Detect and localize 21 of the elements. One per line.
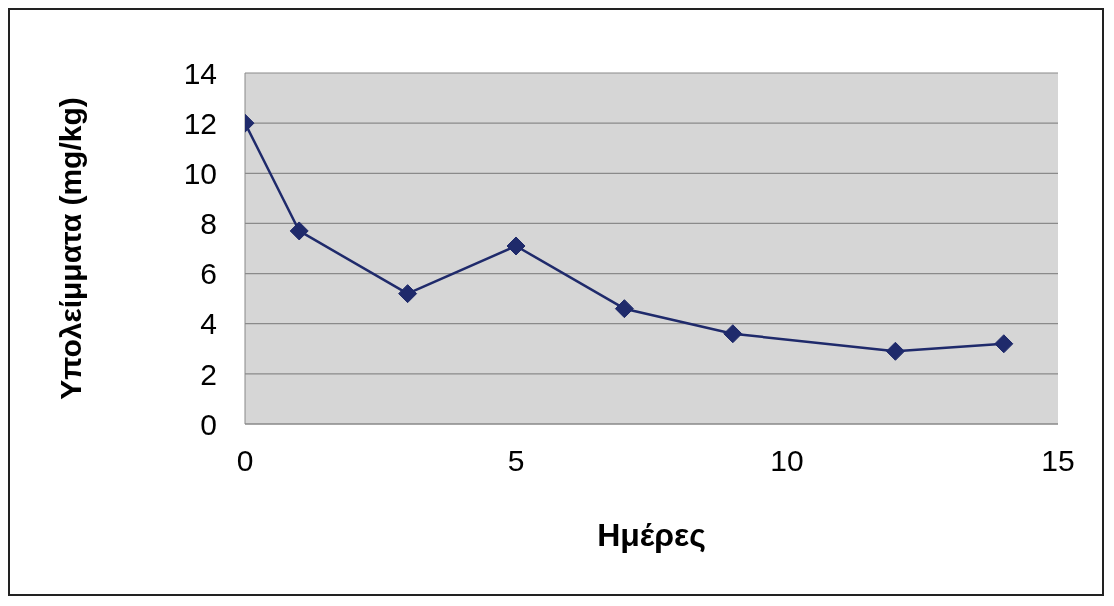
x-tick-label: 0 [236,444,254,478]
point [398,284,418,304]
point [614,299,634,319]
x-tick-label: 5 [507,444,525,478]
y-axis-title: Υπολείμματα (mg/kg) [53,97,87,400]
y-tick-label: 8 [200,207,217,241]
y-tick-label: 12 [183,106,217,140]
y-tick-label: 4 [200,307,217,341]
point [289,221,309,241]
point [506,236,526,256]
point [994,334,1014,354]
point [723,324,743,344]
y-tick-label: 0 [200,407,217,441]
point [885,341,905,361]
y-tick-label: 6 [200,257,217,291]
y-tick-label: 14 [183,56,217,90]
x-tick-label: 10 [770,444,804,478]
y-tick-label: 10 [183,156,217,190]
y-tick-label: 2 [200,357,217,391]
x-axis-title: Ημέρες [597,517,706,553]
x-tick-label: 15 [1041,444,1075,478]
